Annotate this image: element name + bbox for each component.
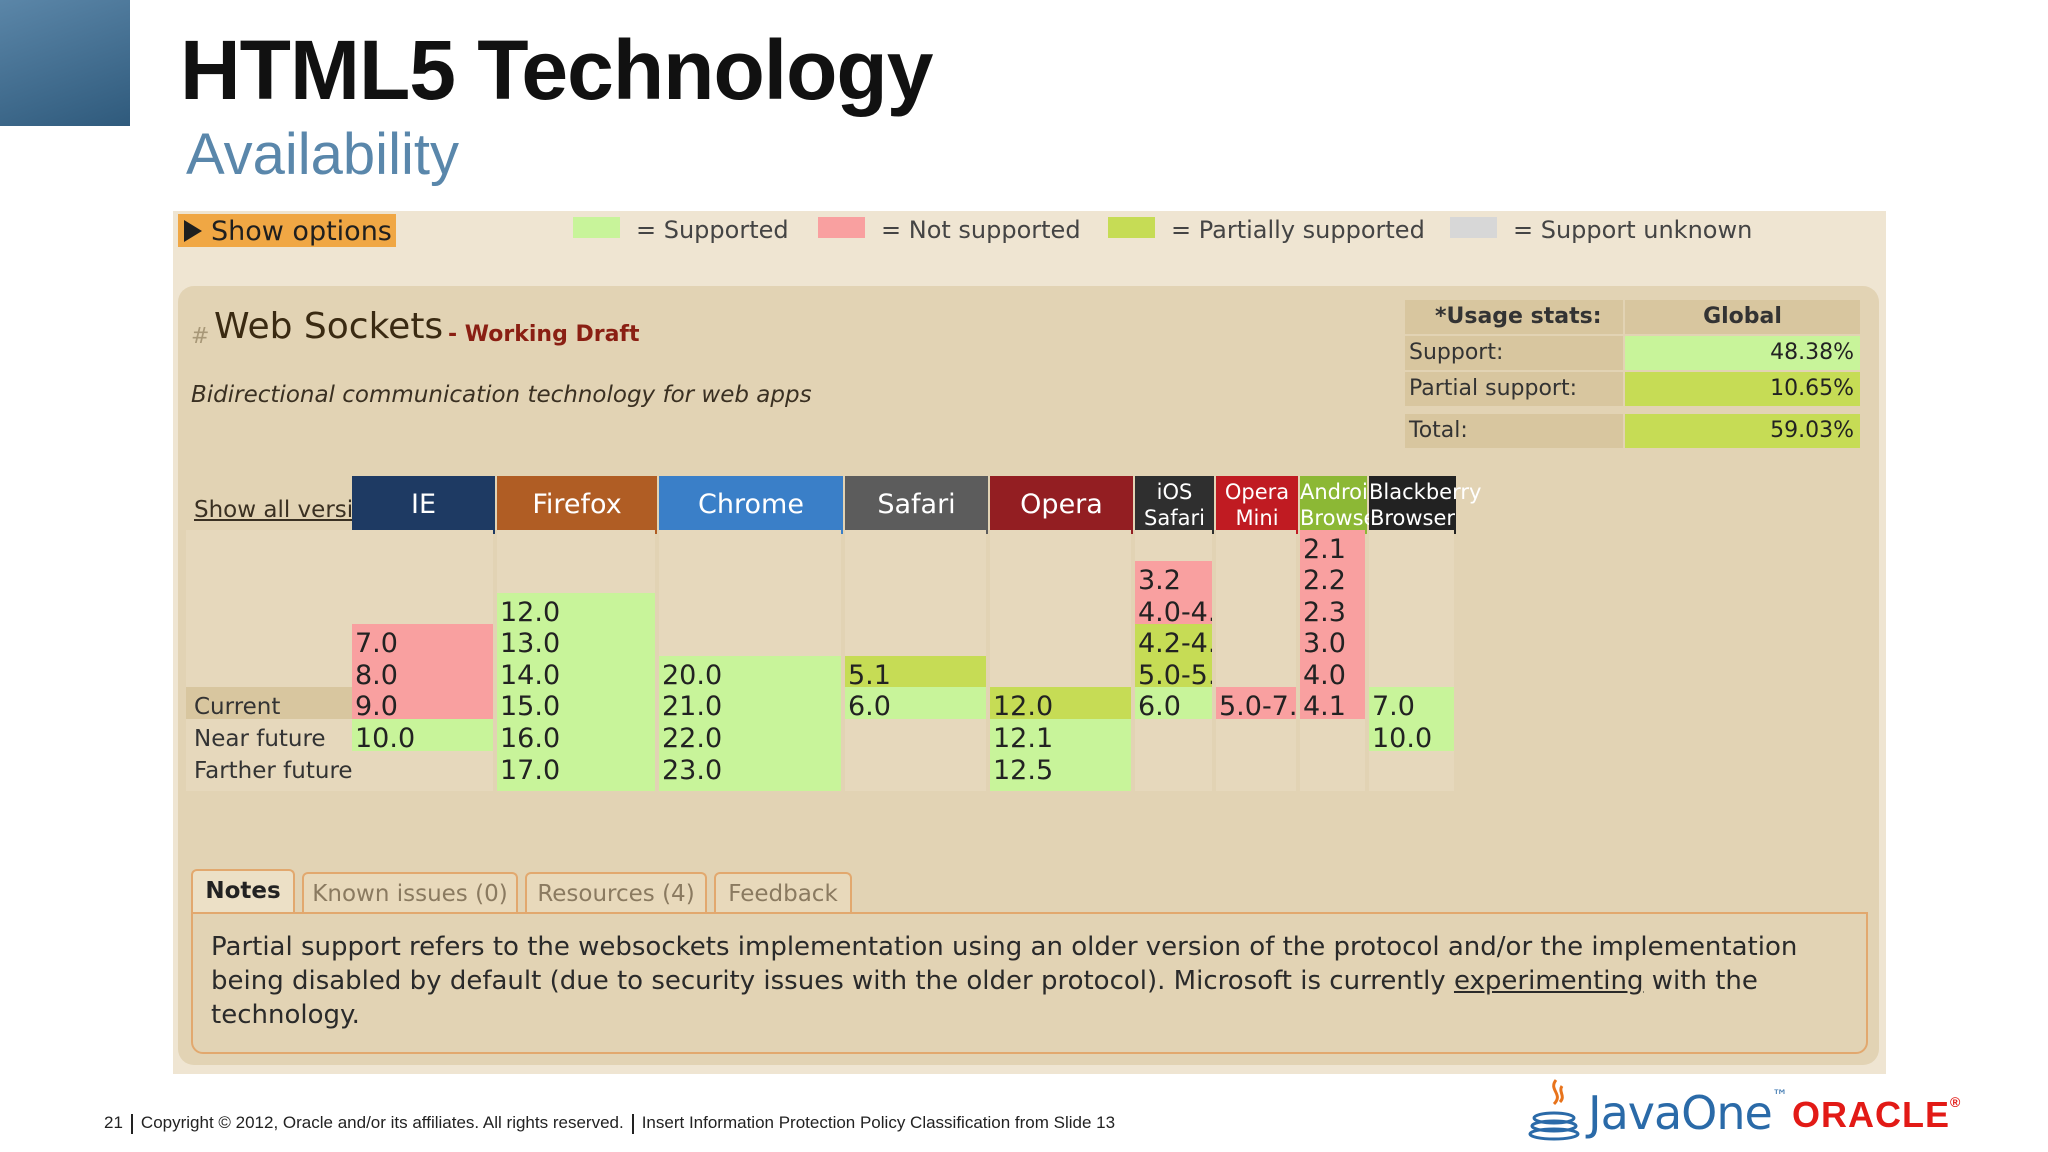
usage-value: 48.38% bbox=[1625, 336, 1860, 370]
footer-policy: Insert Information Protection Policy Cla… bbox=[641, 1113, 1116, 1132]
footer-copyright: Copyright © 2012, Oracle and/or its affi… bbox=[140, 1113, 624, 1132]
usage-label: Partial support: bbox=[1405, 372, 1623, 406]
browser-name-line2: Mini bbox=[1235, 506, 1279, 530]
tab-notes[interactable]: Notes bbox=[191, 869, 295, 913]
browser-name-line2: Safari bbox=[1144, 506, 1205, 530]
empty-cell bbox=[352, 751, 493, 791]
usage-label: Support: bbox=[1405, 336, 1623, 370]
javaone-logo: JavaOne™ bbox=[1588, 1086, 1788, 1140]
browser-header: Firefox bbox=[497, 476, 657, 534]
trademark-symbol: ™ bbox=[1771, 1086, 1788, 1105]
version-cell: 2.2 bbox=[1300, 561, 1365, 601]
usage-row-total: Total: 59.03% bbox=[1405, 414, 1860, 448]
usage-label: Total: bbox=[1405, 414, 1623, 448]
caniuse-screenshot: Show options = Supported = Not supported… bbox=[173, 211, 1886, 1074]
legend-swatch-unknown bbox=[1450, 217, 1497, 238]
registered-symbol: ® bbox=[1950, 1094, 1962, 1110]
feature-status: - Working Draft bbox=[448, 322, 640, 347]
browser-header: IE bbox=[352, 476, 495, 534]
version-cell: 12.5 bbox=[990, 751, 1131, 791]
row-label: Farther future bbox=[186, 751, 381, 791]
show-options-button[interactable]: Show options bbox=[178, 214, 396, 247]
feature-panel: # Web Sockets - Working Draft Bidirectio… bbox=[178, 286, 1879, 1065]
slide-subtitle: Availability bbox=[186, 122, 459, 187]
browser-header: Chrome bbox=[659, 476, 843, 534]
feature-description: Bidirectional communication technology f… bbox=[191, 382, 812, 408]
empty-cell bbox=[845, 751, 986, 791]
browser-header: Opera bbox=[990, 476, 1133, 534]
oracle-logo: ORACLE® bbox=[1792, 1094, 1961, 1136]
browser-name-line2: Browser bbox=[1369, 506, 1456, 530]
browser-name: Android bbox=[1300, 480, 1382, 504]
browser-name: Blackberry bbox=[1369, 480, 1482, 504]
experimenting-link[interactable]: experimenting bbox=[1453, 966, 1644, 996]
javaone-logo-text: JavaOne bbox=[1588, 1086, 1773, 1140]
usage-header-region: Global bbox=[1625, 300, 1860, 334]
tab-feedback[interactable]: Feedback bbox=[714, 872, 852, 913]
empty-cell bbox=[1369, 751, 1454, 791]
browser-header: iOS Safari bbox=[1135, 476, 1214, 534]
notes-text-before: Partial support refers to the websockets… bbox=[211, 932, 1798, 996]
corner-accent bbox=[0, 0, 130, 126]
browser-header: Safari bbox=[845, 476, 988, 534]
slide-title: HTML5 Technology bbox=[180, 23, 933, 117]
show-options-label: Show options bbox=[211, 216, 392, 247]
version-cell: 23.0 bbox=[659, 751, 841, 791]
expand-triangle-icon bbox=[184, 220, 202, 242]
legend-swatch-not-supported bbox=[818, 217, 865, 238]
empty-cell bbox=[1135, 751, 1212, 791]
usage-value: 10.65% bbox=[1625, 372, 1860, 406]
oracle-logo-text: ORACLE bbox=[1792, 1094, 1950, 1135]
legend-swatch-supported bbox=[573, 217, 620, 238]
usage-header-row: *Usage stats: Global bbox=[1405, 300, 1860, 334]
browser-header: Android Browser bbox=[1300, 476, 1386, 534]
tab-known-issues[interactable]: Known issues (0) bbox=[302, 872, 518, 913]
legend-swatch-partial bbox=[1108, 217, 1155, 238]
browser-name-line2: Browser bbox=[1300, 506, 1386, 530]
browser-name: iOS bbox=[1156, 480, 1193, 504]
legend-label-supported: = Supported bbox=[636, 216, 789, 244]
usage-row-support: Support: 48.38% bbox=[1405, 336, 1860, 370]
legend-label-unknown: = Support unknown bbox=[1513, 216, 1753, 244]
empty-cell bbox=[1216, 751, 1296, 791]
footer-separator bbox=[130, 1113, 133, 1134]
java-cup-icon bbox=[1528, 1079, 1580, 1141]
browser-header: Blackberry Browser bbox=[1369, 476, 1482, 534]
browser-header: Opera Mini bbox=[1216, 476, 1298, 534]
empty-cell bbox=[1300, 751, 1365, 791]
footer-separator bbox=[631, 1113, 634, 1134]
legend-label-not-supported: = Not supported bbox=[881, 216, 1081, 244]
feature-title: Web Sockets bbox=[214, 306, 444, 347]
page-number: 21 bbox=[104, 1113, 123, 1132]
notes-content: Partial support refers to the websockets… bbox=[191, 912, 1868, 1054]
notes-text-after: with the technology. bbox=[211, 966, 1758, 1030]
usage-value: 59.03% bbox=[1625, 414, 1860, 448]
feature-anchor-hash[interactable]: # bbox=[191, 324, 210, 349]
usage-row-partial: Partial support: 10.65% bbox=[1405, 372, 1860, 406]
slide-footer: 21 Copyright © 2012, Oracle and/or its af… bbox=[104, 1113, 1115, 1134]
version-cell: 17.0 bbox=[497, 751, 655, 791]
legend-label-partial: = Partially supported bbox=[1171, 216, 1425, 244]
tab-resources[interactable]: Resources (4) bbox=[525, 872, 707, 913]
usage-header-label[interactable]: *Usage stats: bbox=[1405, 300, 1623, 334]
browser-name: Opera bbox=[1224, 480, 1290, 504]
